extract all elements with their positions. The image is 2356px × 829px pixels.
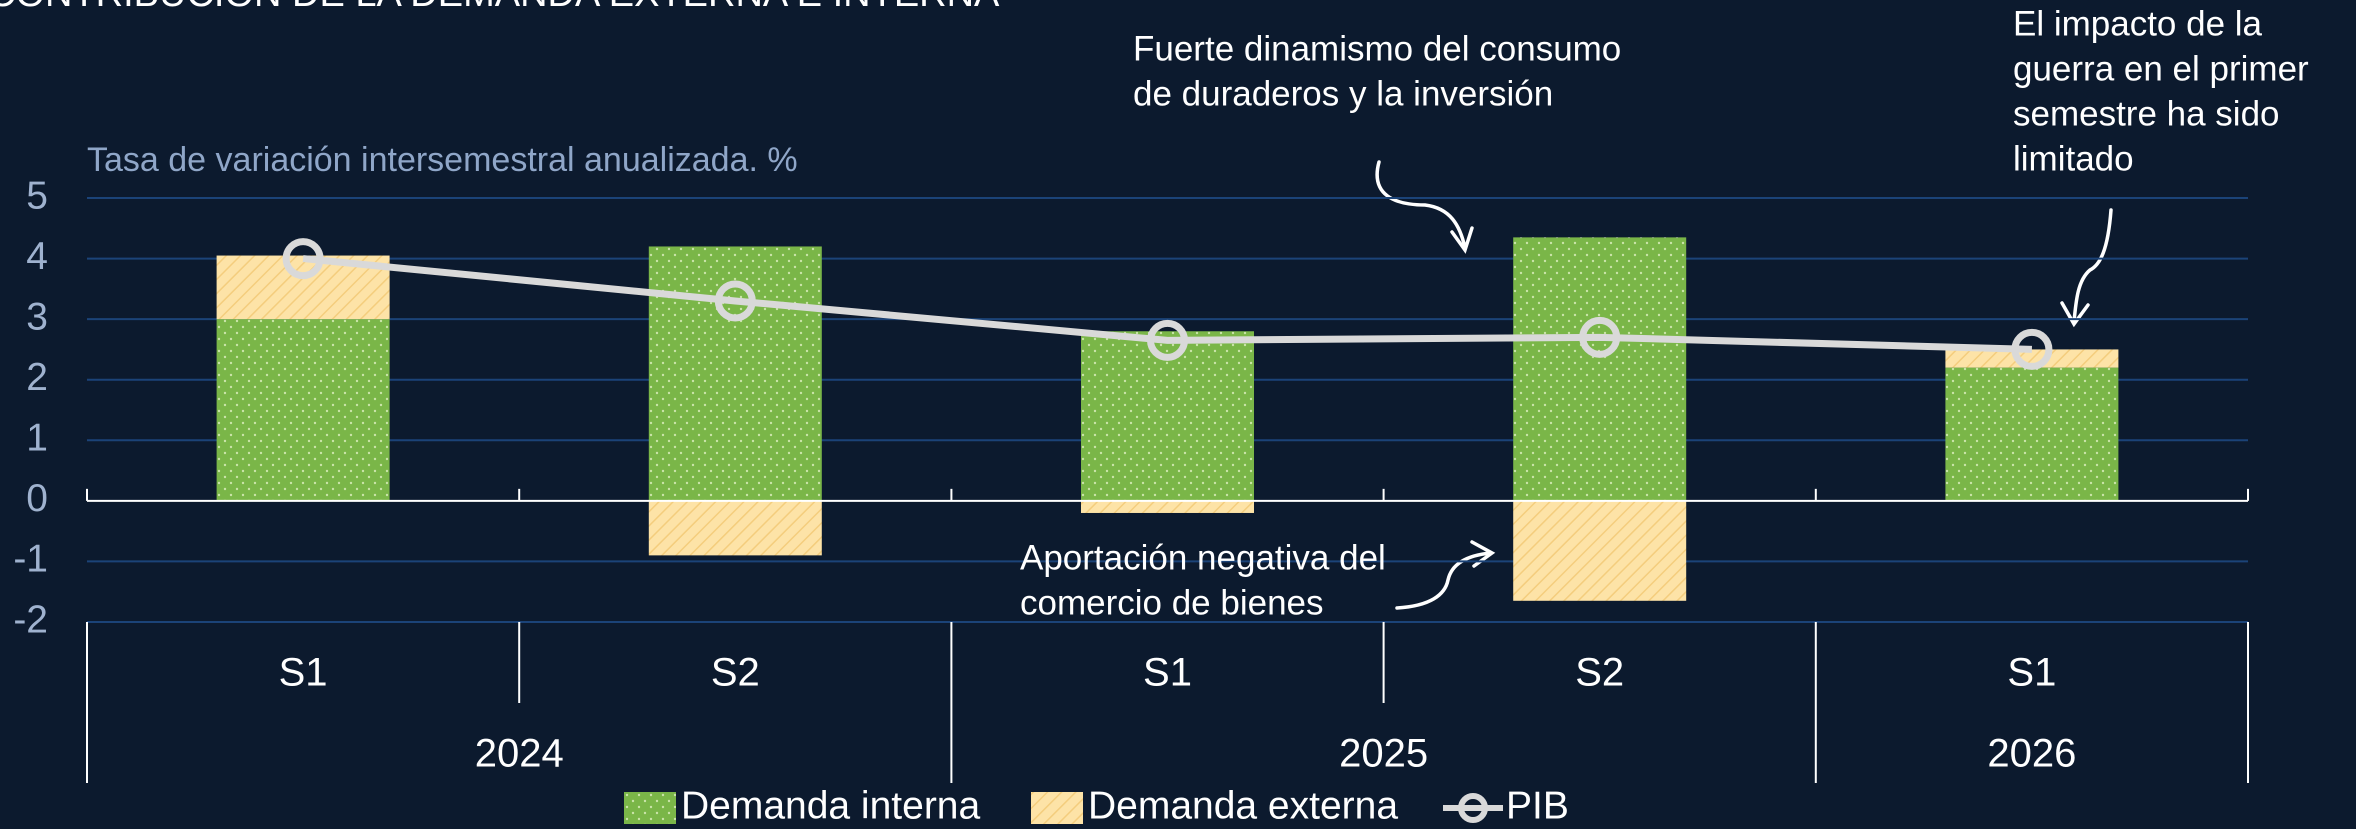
annotation: limitado [2013,139,2134,178]
x-group-label: 2024 [475,732,564,776]
legend-label: Demanda interna [681,784,980,827]
bar [648,246,822,501]
y-tick-label: -2 [13,598,48,641]
bar [648,500,822,556]
y-tick-label: 3 [26,295,48,338]
annotation: Aportación negativa del [1020,538,1386,577]
x-tick-label: S1 [1143,651,1192,695]
line [302,255,2032,353]
x-tick-label: S1 [279,651,328,695]
x-group-label: 2026 [1987,732,2076,776]
bar [1513,500,1687,601]
x-tick-label: S2 [711,651,760,695]
annotation: Fuerte dinamismo del consumo [1133,29,1621,68]
chart-title: CONTRIBUCIÓN DE LA DEMANDA EXTERNA E INT… [0,0,1000,15]
arrow [1375,160,1467,250]
bar [1513,237,1687,501]
annotation: de duraderos y la inversión [1133,74,1553,113]
marker [2011,328,2053,370]
x-tick-label: S2 [1575,651,1624,695]
annotation: guerra en el primer [2013,49,2309,88]
bar [1945,367,2119,501]
y-tick-label: -1 [13,538,48,581]
annotation: semestre ha sido [2013,94,2280,133]
x-tick-label: S1 [2007,651,2056,695]
legend-swatch [624,792,676,824]
marker [1579,316,1621,358]
legend-swatch [1031,792,1083,824]
y-tick-label: 1 [26,417,48,460]
y-tick-label: 2 [26,356,48,399]
y-tick-label: 5 [26,174,48,217]
x-group-label: 2025 [1339,732,1428,776]
marker [714,280,756,322]
annotation: comercio de bienes [1020,583,1324,622]
arrow-head [2060,301,2090,328]
annotation: El impacto de la [2013,4,2263,43]
legend-label: PIB [1506,784,1569,827]
y-tick-label: 0 [26,477,48,520]
marker [1147,319,1188,361]
bar [216,319,390,501]
bar [1945,349,2119,368]
marker [282,238,324,280]
legend-marker [1458,793,1488,823]
y-tick-label: 4 [26,235,48,278]
legend-label: Demanda externa [1088,784,1398,827]
bar [1081,500,1254,513]
arrow [1395,551,1493,610]
arrow [2072,208,2113,324]
arrow-head [1450,226,1474,254]
subtitle: Tasa de variación intersemestral anualiz… [87,141,798,179]
